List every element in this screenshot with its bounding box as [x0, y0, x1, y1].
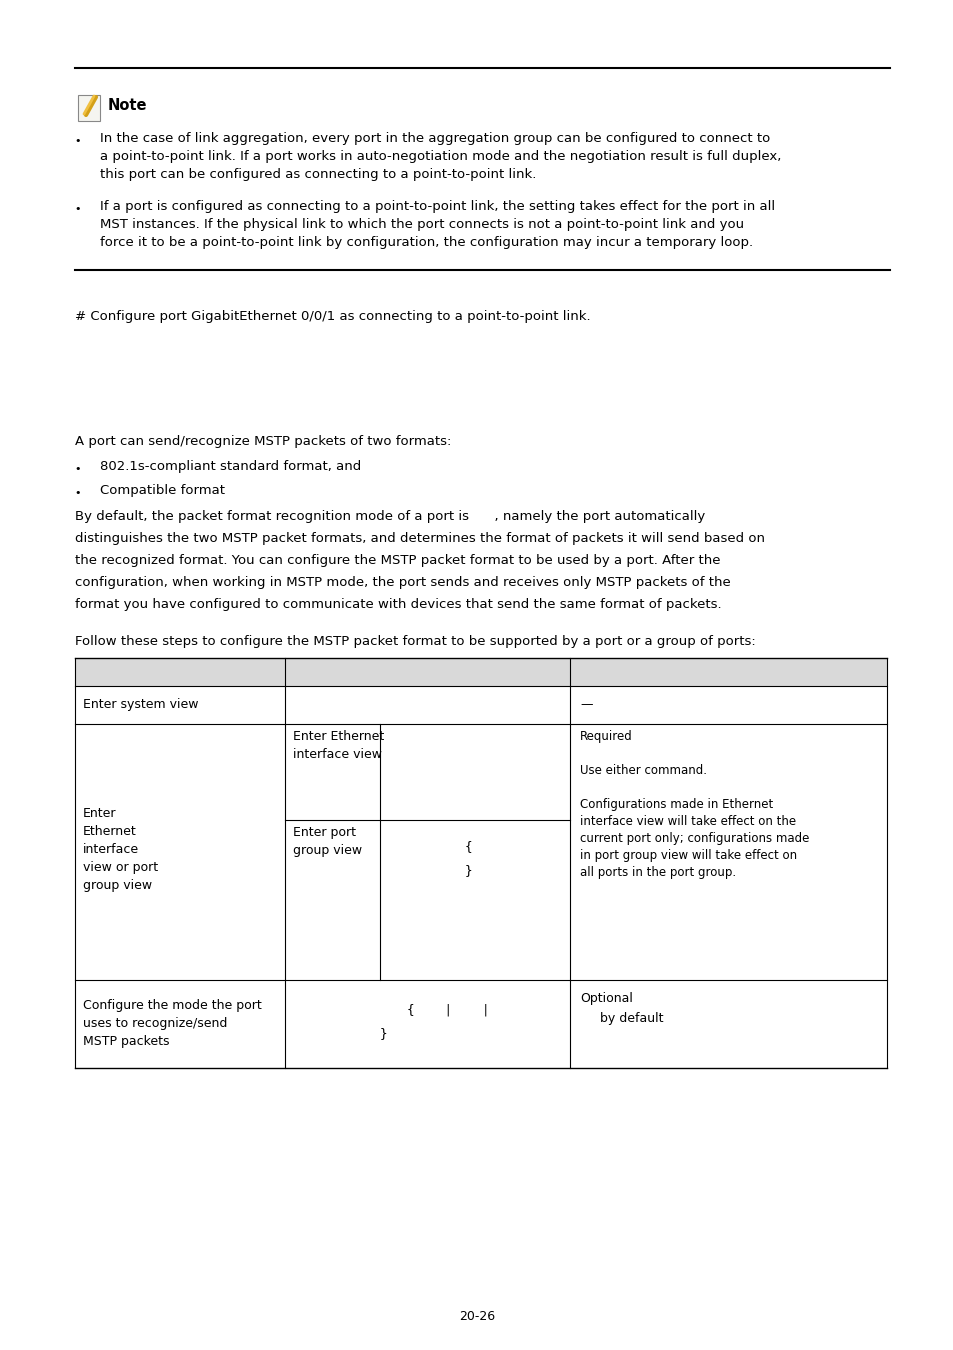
Text: MST instances. If the physical link to which the port connects is not a point-to: MST instances. If the physical link to w…: [100, 217, 743, 231]
Text: A port can send/recognize MSTP packets of two formats:: A port can send/recognize MSTP packets o…: [75, 435, 451, 448]
Text: Enter
Ethernet
interface
view or port
group view: Enter Ethernet interface view or port gr…: [83, 807, 158, 892]
Text: this port can be configured as connecting to a point-to-point link.: this port can be configured as connectin…: [100, 167, 536, 181]
Text: Note: Note: [108, 99, 148, 113]
Text: Compatible format: Compatible format: [100, 485, 225, 497]
Text: Configurations made in Ethernet: Configurations made in Ethernet: [579, 798, 773, 811]
Text: •: •: [74, 204, 81, 215]
Text: •: •: [74, 136, 81, 146]
Text: by default: by default: [579, 1012, 662, 1025]
Text: Follow these steps to configure the MSTP packet format to be supported by a port: Follow these steps to configure the MSTP…: [75, 634, 755, 648]
Text: 802.1s-compliant standard format, and: 802.1s-compliant standard format, and: [100, 460, 361, 472]
Text: Optional: Optional: [579, 992, 632, 1004]
Text: the recognized format. You can configure the MSTP packet format to be used by a : the recognized format. You can configure…: [75, 554, 720, 567]
Text: in port group view will take effect on: in port group view will take effect on: [579, 849, 797, 863]
Bar: [78, 95, 100, 122]
Text: {: {: [464, 840, 472, 853]
Text: MSTP packets: MSTP packets: [83, 1035, 170, 1048]
Text: distinguishes the two MSTP packet formats, and determines the format of packets : distinguishes the two MSTP packet format…: [75, 532, 764, 545]
Text: a point-to-point link. If a port works in auto-negotiation mode and the negotiat: a point-to-point link. If a port works i…: [100, 150, 781, 163]
Text: # Configure port GigabitEthernet 0/0/1 as connecting to a point-to-point link.: # Configure port GigabitEthernet 0/0/1 a…: [75, 310, 590, 323]
Text: •: •: [74, 464, 81, 474]
Text: force it to be a point-to-point link by configuration, the configuration may inc: force it to be a point-to-point link by …: [100, 236, 752, 248]
Text: —: —: [579, 698, 592, 711]
Text: 20-26: 20-26: [458, 1310, 495, 1323]
Bar: [75, 657, 886, 686]
Text: Enter system view: Enter system view: [83, 698, 198, 711]
Text: }: }: [379, 1027, 387, 1040]
Text: interface view will take effect on the: interface view will take effect on the: [579, 815, 796, 828]
Text: {    |    |: { | |: [407, 1004, 490, 1017]
Text: current port only; configurations made: current port only; configurations made: [579, 832, 808, 845]
Text: all ports in the port group.: all ports in the port group.: [579, 865, 736, 879]
Text: If a port is configured as connecting to a point-to-point link, the setting take: If a port is configured as connecting to…: [100, 200, 774, 213]
Text: Enter port
group view: Enter port group view: [293, 826, 362, 857]
Text: Configure the mode the port: Configure the mode the port: [83, 999, 261, 1012]
Text: configuration, when working in MSTP mode, the port sends and receives only MSTP : configuration, when working in MSTP mode…: [75, 576, 730, 589]
Text: •: •: [74, 487, 81, 498]
Text: By default, the packet format recognition mode of a port is      , namely the po: By default, the packet format recognitio…: [75, 510, 704, 522]
Text: Use either command.: Use either command.: [579, 764, 706, 778]
Text: uses to recognize/send: uses to recognize/send: [83, 1017, 227, 1030]
Text: Enter Ethernet
interface view: Enter Ethernet interface view: [293, 730, 384, 761]
Text: format you have configured to communicate with devices that send the same format: format you have configured to communicat…: [75, 598, 720, 612]
Text: In the case of link aggregation, every port in the aggregation group can be conf: In the case of link aggregation, every p…: [100, 132, 769, 144]
Text: Required: Required: [579, 730, 632, 742]
Text: }: }: [464, 864, 472, 878]
